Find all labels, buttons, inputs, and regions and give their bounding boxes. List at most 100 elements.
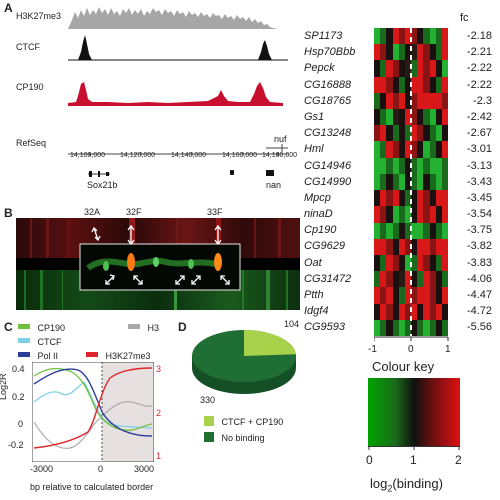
heatmap-cell bbox=[392, 303, 400, 321]
heatmap-fc-value: -3.01 bbox=[466, 143, 492, 156]
pie-slice-ctcf-cp190 bbox=[244, 330, 296, 356]
heatmap-cell bbox=[380, 254, 387, 272]
heatmap-cell bbox=[398, 319, 406, 337]
line-h3k27me3 bbox=[33, 367, 153, 449]
heatmap-cell bbox=[386, 271, 393, 288]
heatmap-gene-label: Cp190 bbox=[304, 224, 337, 237]
legend-swatch-h3k27me3 bbox=[86, 352, 98, 358]
heatmap-cell bbox=[429, 190, 437, 207]
heatmap-cell bbox=[435, 44, 443, 61]
heatmap-cell bbox=[441, 271, 449, 288]
heatmap-cell bbox=[411, 44, 418, 61]
heatmap-cell bbox=[423, 319, 430, 337]
heatmap-cell bbox=[435, 157, 443, 175]
heatmap-cell bbox=[423, 157, 430, 175]
cp190-signal bbox=[68, 82, 283, 106]
pie-legend-swatch-2 bbox=[204, 431, 214, 442]
heatmap-cell bbox=[392, 92, 400, 110]
heatmap-cell bbox=[380, 206, 387, 224]
heatmap-cell bbox=[374, 44, 381, 61]
colour-key-tick-1: 1 bbox=[410, 453, 417, 467]
heatmap-cell bbox=[374, 303, 381, 321]
heatmap-cell bbox=[398, 157, 406, 175]
heatmap-cell bbox=[392, 157, 400, 175]
heatmap-cell bbox=[404, 141, 412, 159]
heatmap-fc-value: -2.22 bbox=[466, 78, 492, 91]
polytene-chromosome-image bbox=[16, 218, 300, 310]
heatmap-gene-label: CG16888 bbox=[304, 78, 352, 91]
x-tick-neg3000: -3000 bbox=[30, 464, 54, 474]
heatmap-cell bbox=[429, 303, 437, 321]
heatmap-cell bbox=[417, 60, 424, 78]
heatmap-cell bbox=[398, 206, 406, 224]
heatmap-cell bbox=[398, 76, 406, 94]
heatmap-cell bbox=[441, 76, 449, 94]
band-32a: 32A bbox=[84, 207, 101, 217]
heatmap-gene-label: Hsp70Bbb bbox=[304, 46, 356, 59]
heatmap-cell bbox=[429, 238, 437, 256]
heatmap-cell bbox=[441, 254, 449, 272]
heatmap-cell bbox=[423, 125, 430, 142]
heatmap-gene-label: Pepck bbox=[304, 62, 335, 75]
ctcf-peak-left bbox=[78, 35, 92, 60]
heatmap-cell bbox=[398, 271, 406, 288]
legend-h3: H3 bbox=[128, 318, 159, 336]
heatmap-cell bbox=[404, 44, 412, 61]
heatmap-cell bbox=[374, 173, 381, 191]
heatmap-fc-value: -2.3 bbox=[473, 94, 492, 107]
pie-legend-swatch-1 bbox=[204, 415, 214, 426]
heatmap-cell bbox=[380, 44, 387, 61]
h3k27me3-signal bbox=[68, 7, 278, 29]
heatmap-cell bbox=[404, 28, 412, 45]
heatmap-cell bbox=[404, 190, 412, 207]
heatmap-cell bbox=[374, 238, 381, 256]
legend-swatch-h3 bbox=[128, 324, 140, 330]
heatmap-cell bbox=[374, 206, 381, 224]
heatmap-cell bbox=[386, 157, 393, 175]
fc-header: fc bbox=[460, 12, 469, 24]
heatmap-gene-label: CG14946 bbox=[304, 159, 352, 172]
heatmap-cell bbox=[441, 238, 449, 256]
heatmap-cell bbox=[441, 190, 449, 207]
legend-text-pol2: Pol II bbox=[37, 351, 58, 361]
heatmap-cell bbox=[423, 44, 430, 61]
panel-b-label: B bbox=[4, 206, 13, 220]
gene-nan-label: nan bbox=[266, 180, 282, 190]
heatmap-cell bbox=[429, 254, 437, 272]
heatmap-cell bbox=[398, 60, 406, 78]
heat-x-tick-0: 0 bbox=[408, 344, 414, 355]
heatmap-fc-value: -4.06 bbox=[466, 272, 492, 285]
heatmap-cell bbox=[441, 60, 449, 78]
heatmap-cell bbox=[435, 287, 443, 305]
heatmap-cell bbox=[435, 238, 443, 256]
heatmap-cell bbox=[417, 141, 424, 159]
heatmap-cell bbox=[386, 238, 393, 256]
heatmap-cell bbox=[441, 222, 449, 240]
heatmap-cell bbox=[435, 92, 443, 110]
colour-key-title: Colour key bbox=[372, 359, 435, 374]
heatmap-gene-label: SP1173 bbox=[304, 30, 343, 42]
heatmap-cell bbox=[380, 157, 387, 175]
heatmap-cell bbox=[417, 254, 424, 272]
line-pol2 bbox=[33, 368, 153, 437]
heatmap-cell bbox=[386, 206, 393, 224]
heatmap-cell bbox=[429, 206, 437, 224]
heatmap-cell bbox=[404, 60, 412, 78]
heatmap-cell bbox=[411, 287, 418, 305]
heatmap-gene-label: Oat bbox=[304, 256, 322, 269]
legend-h3k27me3: H3K27me3 bbox=[86, 346, 150, 364]
panel-a-label: A bbox=[4, 1, 13, 15]
heatmap-cell bbox=[411, 92, 418, 110]
heatmap-fc-value: -2.42 bbox=[466, 110, 492, 123]
track-label-refseq: RefSeq bbox=[16, 138, 47, 148]
heatmap-cell bbox=[392, 125, 400, 142]
heatmap-cell bbox=[392, 60, 400, 78]
legend-swatch-cp190 bbox=[18, 324, 30, 330]
heatmap-cell bbox=[380, 92, 387, 110]
heatmap-gene-label: Idgf4 bbox=[304, 305, 329, 318]
heatmap-cell bbox=[429, 60, 437, 78]
heatmap-cell bbox=[398, 254, 406, 272]
heatmap-fc-value: -5.56 bbox=[466, 321, 492, 334]
coord-5: 14,180,000 bbox=[262, 152, 298, 159]
heatmap-cell bbox=[417, 303, 424, 321]
